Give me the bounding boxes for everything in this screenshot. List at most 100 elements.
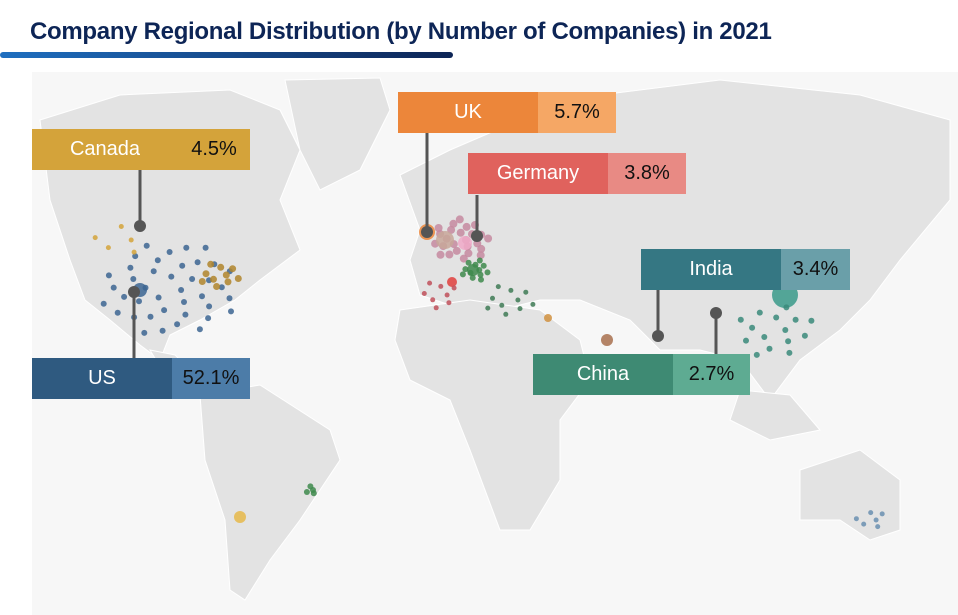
company-dot [451, 285, 457, 291]
company-dot [436, 250, 445, 259]
company-dot [189, 276, 196, 282]
company-dot [198, 278, 206, 285]
company-dot [181, 299, 187, 305]
company-dot [166, 249, 173, 255]
company-dot [853, 516, 859, 522]
company-dot [178, 287, 185, 293]
company-dot [446, 300, 452, 306]
company-dot [476, 251, 485, 260]
company-dot [480, 262, 487, 269]
company-dot [868, 510, 874, 516]
company-dot [303, 489, 310, 495]
label-percent: 4.5% [178, 129, 250, 170]
company-dot [224, 278, 232, 286]
company-dot [161, 307, 168, 314]
company-dot [438, 283, 444, 289]
company-dot [147, 313, 154, 320]
company-dot [801, 332, 808, 339]
company-dot [310, 490, 317, 497]
company-dot [183, 244, 190, 251]
page-title: Company Regional Distribution (by Number… [30, 18, 772, 45]
company-dot [459, 254, 468, 263]
company-dot [222, 271, 230, 279]
company-dot [234, 511, 246, 523]
company-dot [430, 297, 436, 303]
company-dot [174, 321, 181, 328]
company-dot [118, 224, 124, 229]
company-dot [213, 283, 221, 290]
company-dot [783, 304, 790, 311]
company-dot [449, 219, 458, 228]
company-dot [879, 511, 885, 517]
company-dot [517, 306, 523, 312]
company-dot [121, 293, 128, 300]
leader-dot [128, 286, 140, 298]
company-dot [444, 292, 450, 298]
company-dot [168, 273, 175, 280]
company-dot [503, 311, 509, 317]
company-dot [484, 234, 493, 243]
label-name: China [533, 354, 673, 395]
company-dot [447, 225, 456, 234]
company-dot [544, 314, 552, 322]
leader-lines [128, 133, 722, 358]
label-germany: Germany 3.8% [468, 153, 686, 194]
company-dot [436, 231, 454, 249]
company-dot [100, 300, 107, 307]
company-dot [477, 244, 486, 253]
australia [799, 449, 901, 541]
leader-dot [652, 330, 664, 342]
company-dot [499, 302, 505, 308]
company-dot [127, 264, 134, 271]
company-dot [131, 249, 137, 255]
company-dot [467, 264, 479, 276]
company-dot [132, 253, 139, 260]
company-dot [130, 276, 137, 282]
company-dot [749, 324, 756, 331]
company-dot [508, 287, 514, 293]
label-name: Germany [468, 153, 608, 194]
company-dot [447, 277, 457, 287]
company-dot [464, 249, 473, 258]
label-percent: 52.1% [172, 358, 250, 399]
company-dot [875, 524, 881, 530]
company-dot [194, 259, 201, 266]
leader-dot [421, 226, 433, 238]
company-dot [150, 268, 157, 275]
company-dot [773, 314, 780, 321]
company-dot [114, 309, 121, 316]
company-dot [452, 246, 461, 255]
company-dot [515, 297, 521, 303]
company-dot [462, 222, 471, 231]
company-dot [485, 305, 491, 311]
company-dot [873, 517, 879, 523]
company-dot [105, 272, 112, 279]
company-dot [484, 269, 491, 276]
company-dot [210, 275, 217, 283]
label-canada: Canada 4.5% [32, 129, 250, 170]
label-name: Canada [32, 129, 178, 170]
company-dot [433, 305, 439, 311]
company-dot [786, 349, 793, 356]
company-dot [226, 295, 233, 302]
company-dot [601, 334, 613, 346]
company-dot [490, 295, 495, 301]
company-dot [478, 276, 484, 283]
label-name: UK [398, 92, 538, 133]
label-name: US [32, 358, 172, 399]
company-dot [202, 244, 209, 251]
company-dot [179, 262, 186, 269]
company-dot [159, 327, 166, 334]
company-dot [307, 483, 314, 490]
company-dot [477, 271, 484, 278]
company-dot [523, 289, 529, 295]
company-dot [458, 236, 472, 250]
company-dot [455, 215, 464, 224]
company-dot [459, 271, 466, 278]
company-dot [495, 284, 501, 290]
company-dot [199, 293, 205, 300]
greenland [284, 77, 391, 191]
label-uk: UK 5.7% [398, 92, 616, 133]
company-dot [434, 224, 443, 232]
leader-dot [710, 307, 722, 319]
